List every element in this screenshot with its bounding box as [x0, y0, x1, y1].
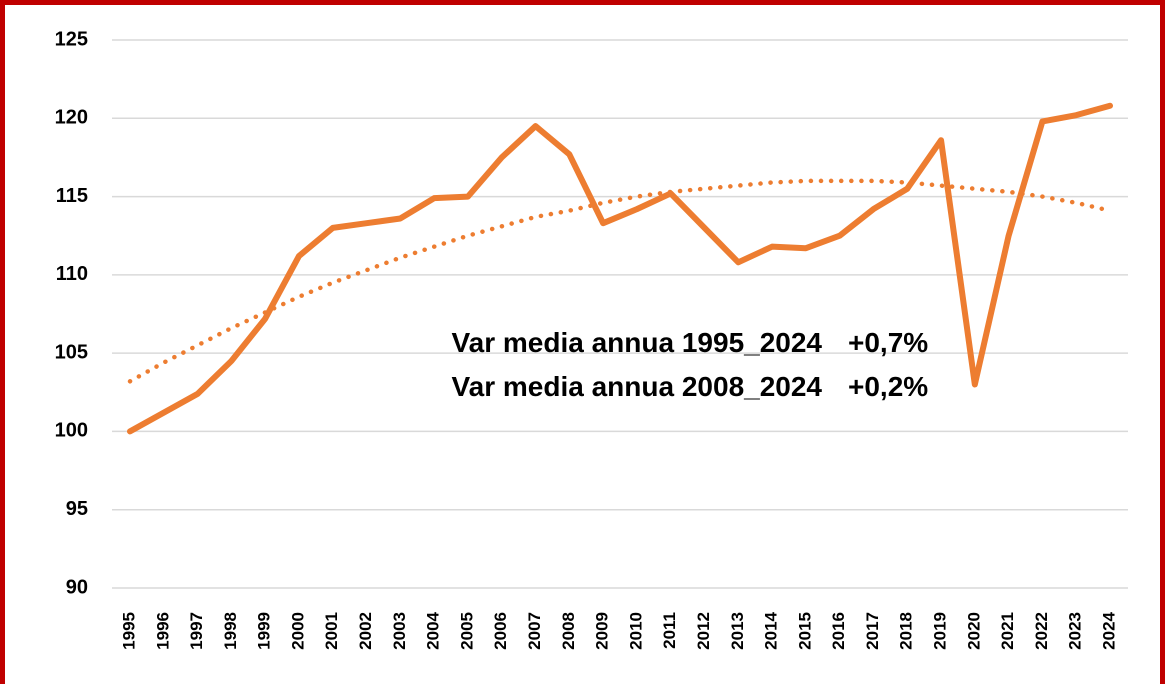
x-tick-label: 1998 — [221, 612, 240, 650]
x-tick-label: 2013 — [728, 612, 747, 650]
y-tick-label: 120 — [55, 107, 88, 129]
x-tick-label: 2019 — [931, 612, 950, 650]
x-tick-label: 2008 — [559, 612, 578, 650]
trend-line — [127, 178, 1113, 384]
x-tick-label: 2009 — [593, 612, 612, 650]
y-tick-label: 100 — [55, 420, 88, 442]
annotation-value: +0,7% — [848, 327, 928, 358]
x-tick-label: 2020 — [964, 612, 983, 650]
y-tick-label: 90 — [66, 576, 88, 598]
x-tick-label: 2002 — [356, 612, 375, 650]
y-tick-label: 105 — [55, 341, 88, 363]
y-tick-label: 110 — [56, 263, 88, 285]
x-tick-label: 1995 — [119, 612, 138, 650]
x-tick-label: 2018 — [897, 612, 916, 650]
x-tick-label: 2023 — [1066, 612, 1085, 650]
x-tick-label: 2024 — [1099, 611, 1118, 649]
x-tick-label: 1999 — [255, 612, 274, 650]
x-tick-label: 2005 — [457, 612, 476, 650]
x-tick-label: 2021 — [998, 612, 1017, 650]
x-tick-label: 1997 — [187, 612, 206, 650]
x-tick-label: 2014 — [762, 611, 781, 649]
x-tick-label: 2003 — [390, 612, 409, 650]
x-tick-label: 2004 — [424, 611, 443, 649]
x-tick-label: 2001 — [322, 612, 341, 650]
x-tick-label: 2000 — [288, 612, 307, 650]
x-tick-label: 2022 — [1032, 612, 1051, 650]
x-tick-label: 2007 — [525, 612, 544, 650]
x-tick-label: 2017 — [863, 612, 882, 650]
x-tick-label: 2010 — [626, 612, 645, 650]
data-line — [127, 102, 1113, 435]
annotation-label: Var media annua 2008_2024 — [452, 371, 823, 402]
x-tick-label: 2012 — [694, 612, 713, 650]
y-tick-label: 125 — [55, 28, 88, 50]
x-tick-label: 2016 — [829, 612, 848, 650]
y-tick-label: 115 — [56, 185, 88, 207]
x-tick-label: 2006 — [491, 612, 510, 650]
x-tick-label: 2015 — [795, 612, 814, 650]
x-tick-label: 2011 — [660, 612, 679, 649]
annotation-value: +0,2% — [848, 371, 928, 402]
y-tick-label: 95 — [66, 498, 88, 520]
annotation-label: Var media annua 1995_2024 — [452, 327, 823, 358]
x-tick-label: 1996 — [153, 612, 172, 650]
